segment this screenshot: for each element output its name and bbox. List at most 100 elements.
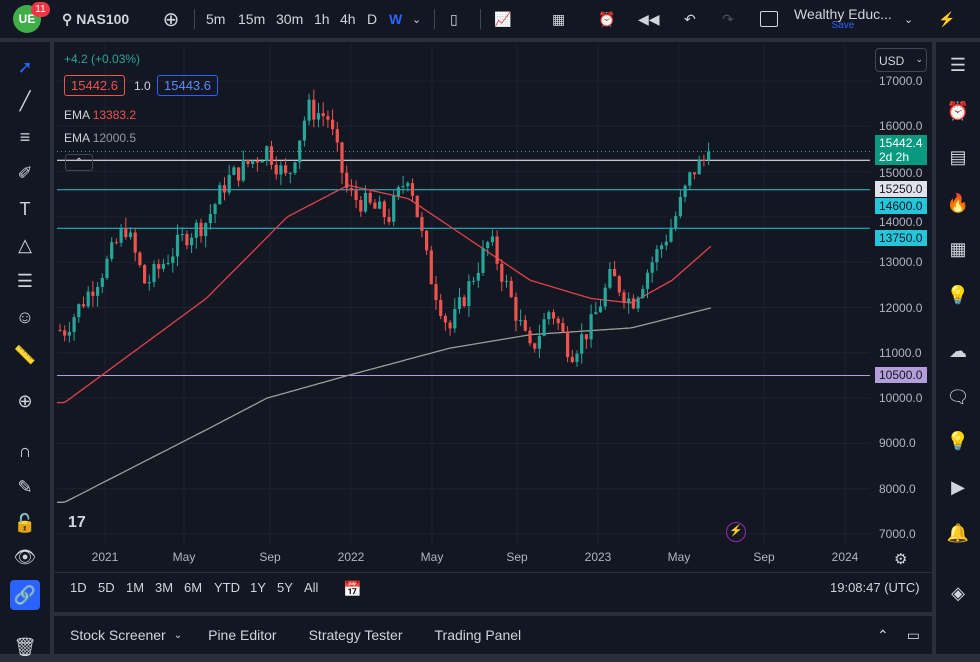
eye-icon[interactable]: 👁	[13, 546, 37, 567]
symbol-search[interactable]: ⚲ NAS100	[62, 0, 129, 38]
magnet-icon[interactable]: ∩	[18, 440, 32, 461]
candle-body	[627, 298, 631, 303]
time-tick: 2021	[91, 550, 119, 564]
candle-body	[114, 242, 118, 244]
link-icon[interactable]: 🔗	[10, 580, 40, 610]
interval-W[interactable]: W	[389, 11, 403, 27]
range-YTD[interactable]: YTD	[214, 580, 240, 595]
range-1M[interactable]: 1M	[126, 580, 145, 595]
settings-gear-icon[interactable]: ⚙	[894, 551, 908, 568]
redo-icon[interactable]: ↷	[722, 10, 734, 27]
messages-icon[interactable]: 🗨	[946, 386, 970, 407]
candle-body	[119, 228, 123, 243]
collapse-legend-button[interactable]: ⌃	[65, 154, 93, 171]
symbol-name: NAS100	[76, 11, 130, 27]
replay-icon[interactable]: ◀◀	[638, 10, 660, 27]
candle-body	[251, 160, 255, 164]
sell-button[interactable]: 15442.6	[64, 75, 125, 96]
layout-dropdown-icon[interactable]: ⌄	[904, 13, 914, 26]
range-1Y[interactable]: 1Y	[250, 580, 266, 595]
ema2-legend[interactable]: EMA 12000.5	[64, 131, 136, 145]
candle-body	[147, 282, 151, 284]
interval-30m[interactable]: 30m	[276, 11, 304, 27]
alert-icon[interactable]: ⏰	[598, 10, 616, 27]
zoom-in-icon[interactable]: ⊕	[17, 390, 33, 411]
interval-D[interactable]: D	[367, 11, 378, 27]
candle-body	[86, 291, 90, 307]
range-3M[interactable]: 3M	[155, 580, 174, 595]
tab-strategy-tester[interactable]: Strategy Tester	[308, 627, 403, 643]
range-6M[interactable]: 6M	[184, 580, 203, 595]
tab-pine-editor[interactable]: Pine Editor	[208, 627, 277, 643]
notifications-icon[interactable]: 🔔	[946, 522, 970, 543]
data-window-icon[interactable]: ▤	[949, 146, 967, 167]
lock-icon[interactable]: 🔓	[13, 512, 37, 533]
lock-drawing-icon[interactable]: ✎	[17, 476, 33, 497]
layout-icon[interactable]: ▦	[552, 10, 566, 27]
currency-select[interactable]: USD ⌄	[875, 48, 927, 72]
brush-icon[interactable]: ✐	[17, 162, 33, 183]
range-5Y[interactable]: 5Y	[277, 580, 293, 595]
candle-body	[293, 162, 297, 173]
chevron-down-icon[interactable]: ⌄	[173, 629, 183, 641]
forecast-icon[interactable]: ☰	[16, 270, 34, 291]
candle-body	[410, 183, 415, 196]
cursor-icon[interactable]: ➚	[17, 56, 33, 77]
candles-icon[interactable]: ▯	[450, 10, 458, 27]
quick-search-icon[interactable]: ⚡	[938, 10, 956, 27]
alerts-icon[interactable]: ⏰	[946, 100, 970, 121]
candle-body	[302, 120, 306, 141]
range-All[interactable]: All	[304, 580, 319, 595]
events-icon[interactable]: ⚡	[726, 522, 746, 542]
price-tick: 14000.0	[879, 215, 923, 229]
save-link[interactable]: Save	[831, 20, 855, 31]
fullscreen-icon[interactable]	[760, 0, 778, 38]
interval-4h[interactable]: 4h	[340, 11, 356, 27]
date-range-icon[interactable]: 📅	[343, 581, 362, 598]
price-tick: 8000.0	[879, 481, 916, 496]
candle-body	[415, 195, 419, 218]
trash-icon[interactable]: 🗑	[13, 636, 37, 657]
ideas-icon[interactable]: 💡	[946, 284, 970, 305]
interval-1h[interactable]: 1h	[314, 11, 330, 27]
tradingview-logo[interactable]: 17	[68, 514, 86, 531]
text-icon[interactable]: T	[19, 198, 31, 219]
candle-body	[519, 320, 523, 322]
ruler-icon[interactable]: 📏	[13, 344, 37, 365]
layout-name[interactable]: Wealthy Educ... Save	[794, 0, 892, 38]
pattern-icon[interactable]: △	[18, 234, 32, 255]
broadcast-icon[interactable]: 💡	[946, 430, 970, 451]
compare-add-icon[interactable]: ⊕	[162, 8, 180, 31]
candle-body	[349, 188, 353, 191]
calendar-icon[interactable]: ▦	[949, 238, 967, 259]
fib-icon[interactable]: ≡	[19, 126, 31, 147]
tab-stock-screener[interactable]: Stock Screener	[70, 627, 166, 643]
price-tick: 17000.0	[879, 74, 923, 88]
interval-dropdown-icon[interactable]: ⌄	[412, 13, 422, 26]
tab-trading-panel[interactable]: Trading Panel	[434, 627, 522, 643]
undo-icon[interactable]: ↶	[684, 10, 696, 27]
ema1-legend[interactable]: EMA 13383.2	[64, 108, 136, 122]
streams-icon[interactable]: ▶	[951, 476, 965, 497]
watchlist-icon[interactable]: ☰	[949, 54, 967, 75]
range-1D[interactable]: 1D	[70, 580, 87, 595]
chart-panel[interactable]	[54, 42, 932, 612]
range-5D[interactable]: 5D	[98, 580, 115, 595]
interval-5m[interactable]: 5m	[206, 11, 226, 27]
maximize-panel-icon[interactable]: ▭	[906, 626, 920, 643]
indicators-icon[interactable]: 📈	[494, 10, 512, 27]
candle-body	[476, 272, 480, 281]
chats-icon[interactable]: ☁	[949, 340, 967, 361]
layers-icon[interactable]: ◈	[951, 582, 965, 603]
interval-15m[interactable]: 15m	[238, 11, 266, 27]
emoji-icon[interactable]: ☺	[15, 306, 35, 327]
buy-button[interactable]: 15443.6	[157, 75, 218, 96]
trend-line-icon[interactable]: ╱	[19, 90, 31, 111]
level-label: 14600.0	[875, 198, 927, 214]
hotlists-icon[interactable]: 🔥	[946, 192, 970, 213]
candle-body	[335, 129, 339, 143]
price-tick: 11000.0	[879, 345, 922, 360]
collapse-panel-icon[interactable]: ⌃	[877, 626, 889, 643]
clock[interactable]: 19:08:47 (UTC)	[830, 580, 920, 595]
